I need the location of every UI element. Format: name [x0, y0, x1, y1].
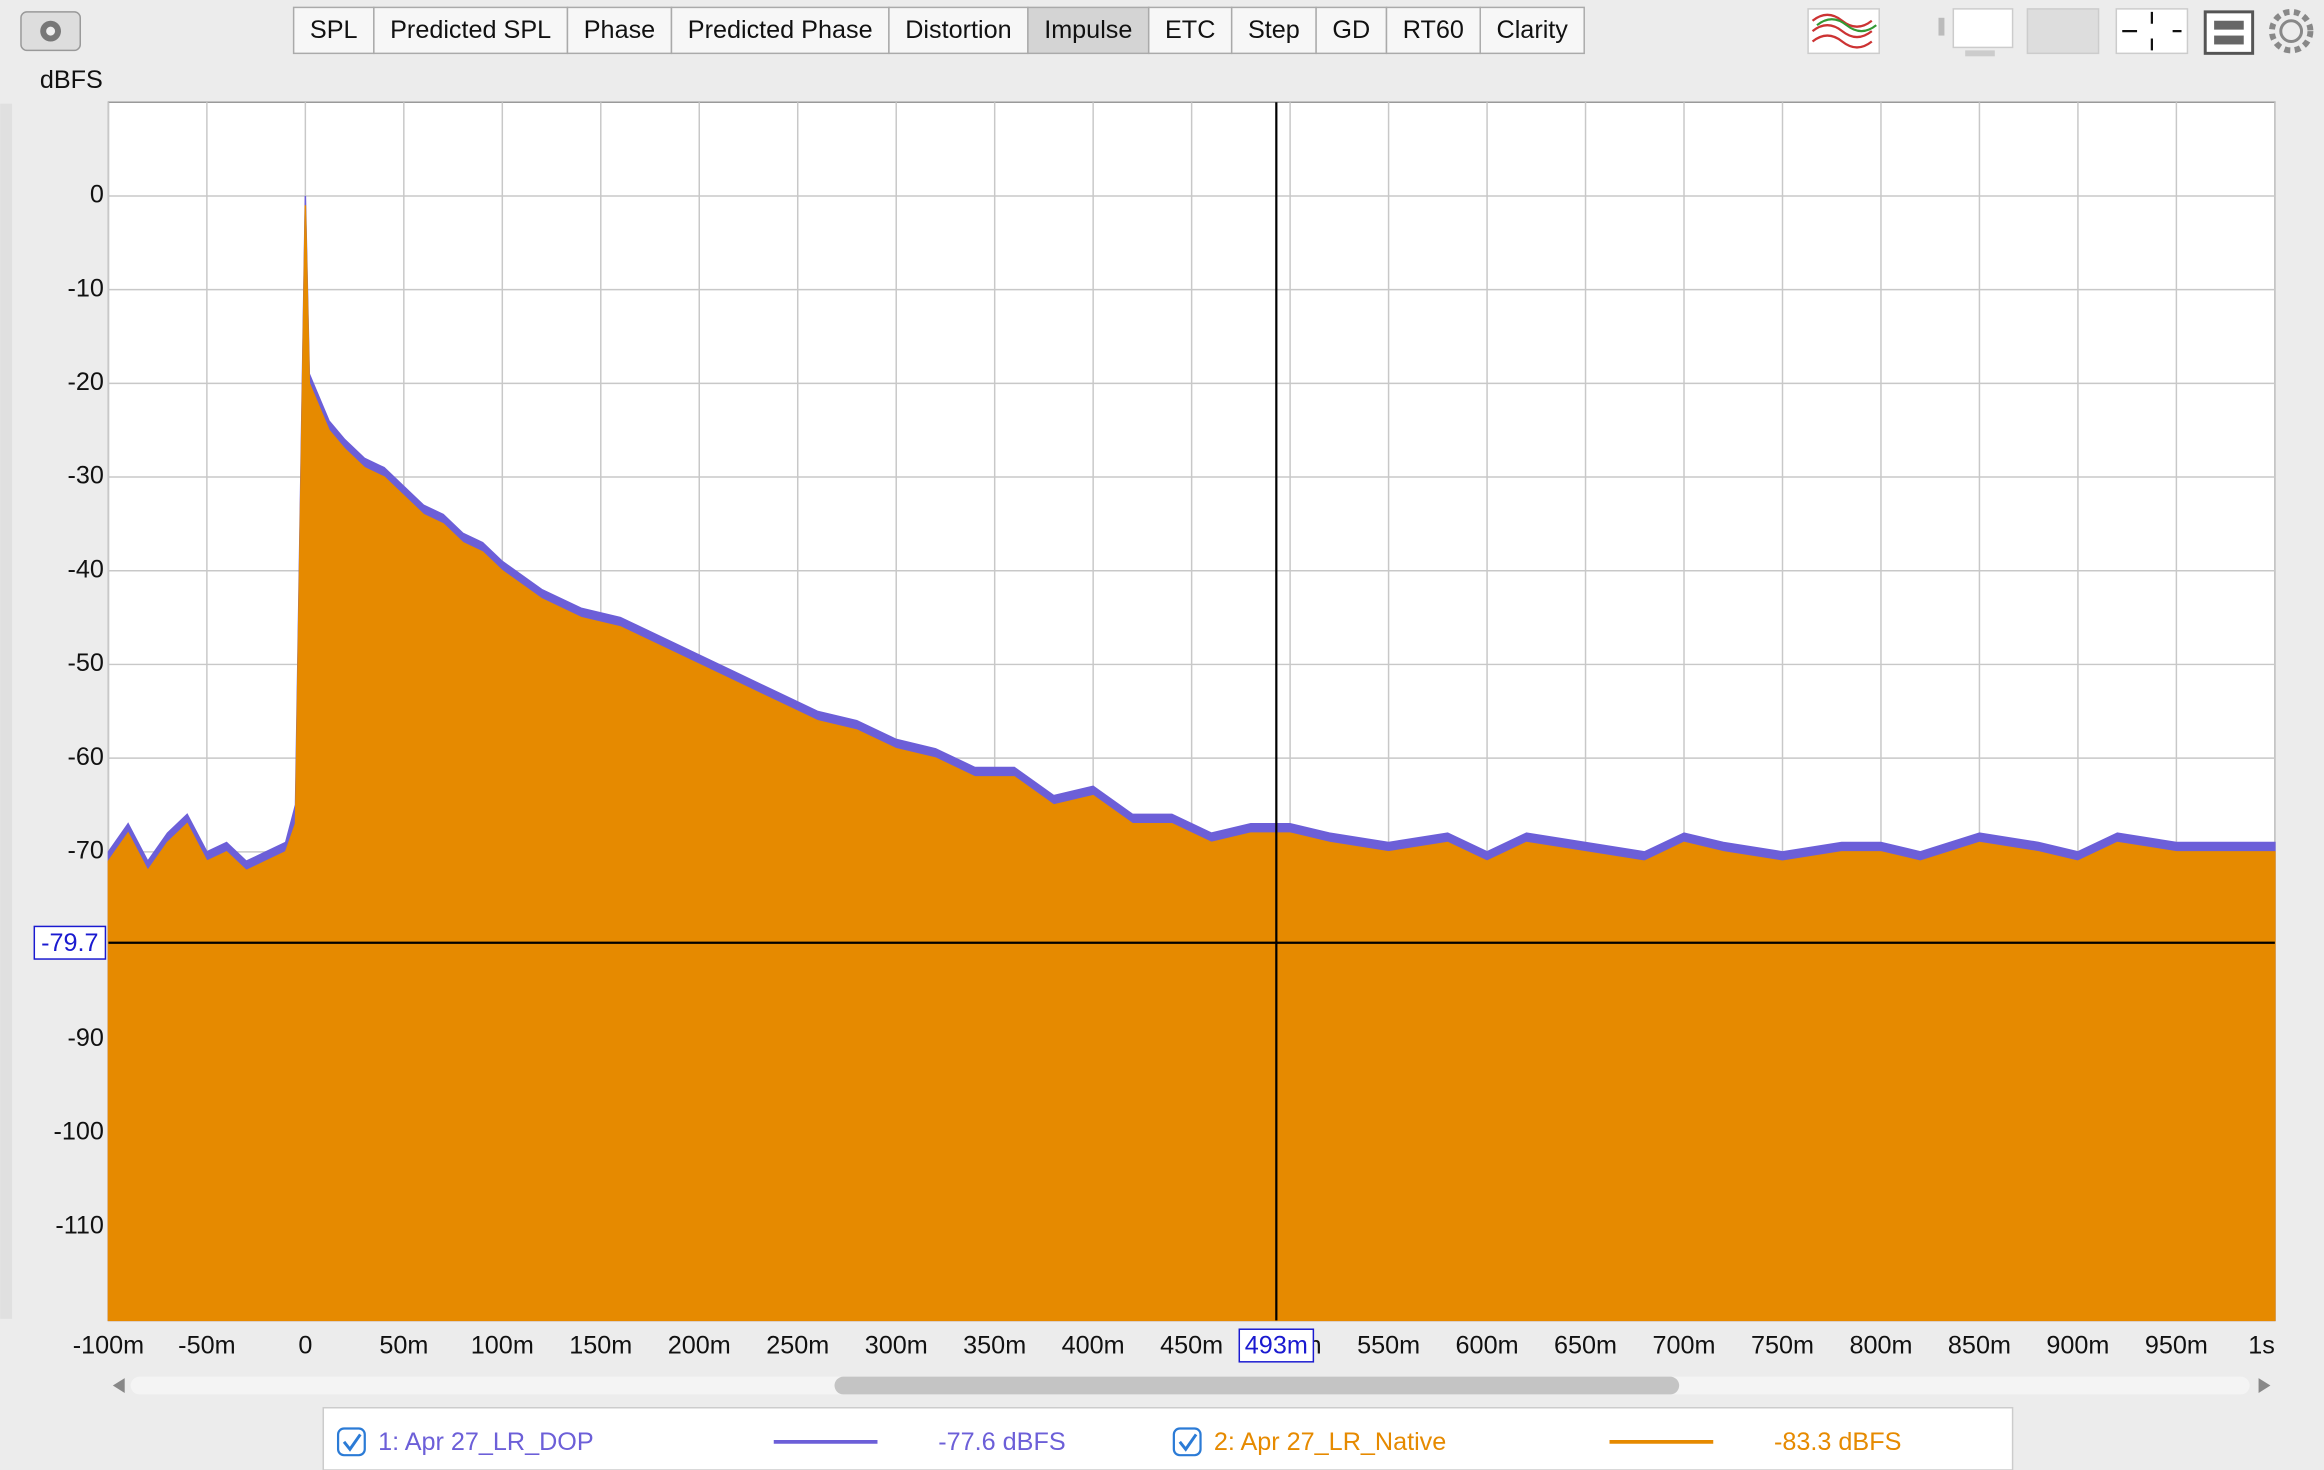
series-area: [107, 205, 2276, 1322]
tab-label: Impulse: [1044, 16, 1132, 44]
x-tick-label: 550m: [1357, 1332, 1420, 1360]
x-tick-label: 600m: [1456, 1332, 1519, 1360]
tab-label: Predicted SPL: [390, 16, 551, 44]
checkbox-box: [1172, 1427, 1202, 1457]
x-tick-label: 650m: [1554, 1332, 1617, 1360]
tab[interactable]: Distortion: [888, 6, 1029, 55]
tab-label: Phase: [584, 16, 655, 44]
tab[interactable]: Impulse: [1027, 6, 1150, 55]
tab[interactable]: GD: [1315, 6, 1388, 55]
fit-button[interactable]: [2115, 8, 2189, 55]
legend-panel: [322, 1407, 2014, 1470]
tab[interactable]: SPL: [292, 6, 375, 55]
cursor-y-label: -79.7: [41, 929, 98, 957]
tab[interactable]: ETC: [1147, 6, 1233, 55]
y-tick-label: -40: [68, 555, 104, 583]
legend-button[interactable]: [2203, 10, 2255, 55]
tab-background: [888, 6, 1029, 55]
x-tick-label: 700m: [1653, 1332, 1716, 1360]
checkbox-tick: [342, 1433, 362, 1452]
y-tick-label: -70: [68, 836, 104, 864]
tab-label: GD: [1332, 16, 1370, 44]
x-tick-label: 50m: [379, 1332, 428, 1360]
tab-background: [1147, 6, 1233, 55]
y-tick-label: -60: [68, 743, 104, 771]
cursor-x-box: [1238, 1328, 1315, 1363]
tab-background: [1385, 6, 1481, 55]
y-tick-label: -30: [68, 462, 104, 490]
tab-label: SPL: [310, 16, 358, 44]
screenshot-button[interactable]: [20, 11, 81, 52]
tab[interactable]: Clarity: [1479, 6, 1585, 55]
legend-readout: -83.3 dBFS: [1774, 1428, 1901, 1456]
y-tick-label: -20: [68, 368, 104, 396]
tab-label: RT60: [1403, 16, 1464, 44]
layout-button[interactable]: [2026, 8, 2100, 55]
tab[interactable]: RT60: [1385, 6, 1481, 55]
plot: 0-10-20-30-40-50-60-70-80-90-100-110-100…: [33, 102, 2276, 1363]
tab[interactable]: Predicted SPL: [373, 6, 569, 55]
x-tick-label: 900m: [2046, 1332, 2109, 1360]
x-tick-label: 950m: [2145, 1332, 2208, 1360]
tab-background: [373, 6, 569, 55]
x-tick-label: 150m: [569, 1332, 632, 1360]
cursor-y-box: [33, 925, 107, 960]
tab-label: Clarity: [1497, 16, 1569, 44]
tab[interactable]: Predicted Phase: [670, 6, 890, 55]
tab[interactable]: Step: [1230, 6, 1317, 55]
x-tick-label: 300m: [865, 1332, 928, 1360]
x-tick-label: 800m: [1849, 1332, 1912, 1360]
tab-background: [670, 6, 890, 55]
checkbox-box: [336, 1427, 366, 1457]
x-tick-label: 0: [298, 1332, 312, 1360]
tab-background: [1027, 6, 1150, 55]
legend: 1: Apr 27_LR_DOP -77.6 dBFS 2: Apr 27_LR_N…: [336, 1427, 1901, 1457]
y-tick-label: -90: [68, 1024, 104, 1052]
x-tick-label: -100m: [73, 1332, 144, 1360]
side-panel: [0, 103, 13, 1319]
tab-background: [1230, 6, 1317, 55]
overlay-button[interactable]: [1807, 8, 1880, 55]
y-tick-label: -10: [68, 274, 104, 302]
tab-label: Step: [1248, 16, 1300, 44]
x-tick-label: 750m: [1751, 1332, 1814, 1360]
y-tick-label: -100: [54, 1118, 104, 1146]
x-tick-label: 1s: [2248, 1332, 2275, 1360]
legend-checkbox[interactable]: [1172, 1427, 1202, 1457]
checkbox-tick: [1178, 1433, 1198, 1452]
zoom-slider[interactable]: [1938, 8, 2014, 57]
y-tick-label: 0: [90, 181, 104, 209]
tab-bar: SPL Predicted SPL Phase Predicted Phase Dist…: [292, 6, 1585, 55]
x-tick-label: 450m: [1160, 1332, 1223, 1360]
legend-name: 1: Apr 27_LR_DOP: [378, 1428, 594, 1456]
cursor-x-label: 493m: [1245, 1332, 1308, 1360]
x-tick-label: 850m: [1948, 1332, 2011, 1360]
tab-background: [1479, 6, 1585, 55]
legend-name: 2: Apr 27_LR_Native: [1214, 1428, 1446, 1456]
settings-button[interactable]: [2268, 8, 2314, 54]
tab-label: Predicted Phase: [688, 16, 873, 44]
x-tick-label: -50m: [178, 1332, 235, 1360]
scrollbar[interactable]: [112, 1376, 2271, 1395]
x-tick-label: 250m: [766, 1332, 829, 1360]
y-tick-label: -50: [68, 649, 104, 677]
tab-label: ETC: [1165, 16, 1215, 44]
x-tick-label: 100m: [471, 1332, 534, 1360]
legend-readout: -77.6 dBFS: [938, 1428, 1065, 1456]
tab-background: [566, 6, 673, 55]
y-tick-label: -110: [55, 1211, 104, 1239]
x-tick-label: 400m: [1062, 1332, 1125, 1360]
legend-checkbox[interactable]: [336, 1427, 366, 1457]
tab[interactable]: Phase: [566, 6, 673, 55]
x-tick-label: 200m: [668, 1332, 731, 1360]
x-tick-label: 350m: [963, 1332, 1026, 1360]
tab-label: Distortion: [905, 16, 1011, 44]
y-axis-label: dBFS: [40, 66, 103, 94]
